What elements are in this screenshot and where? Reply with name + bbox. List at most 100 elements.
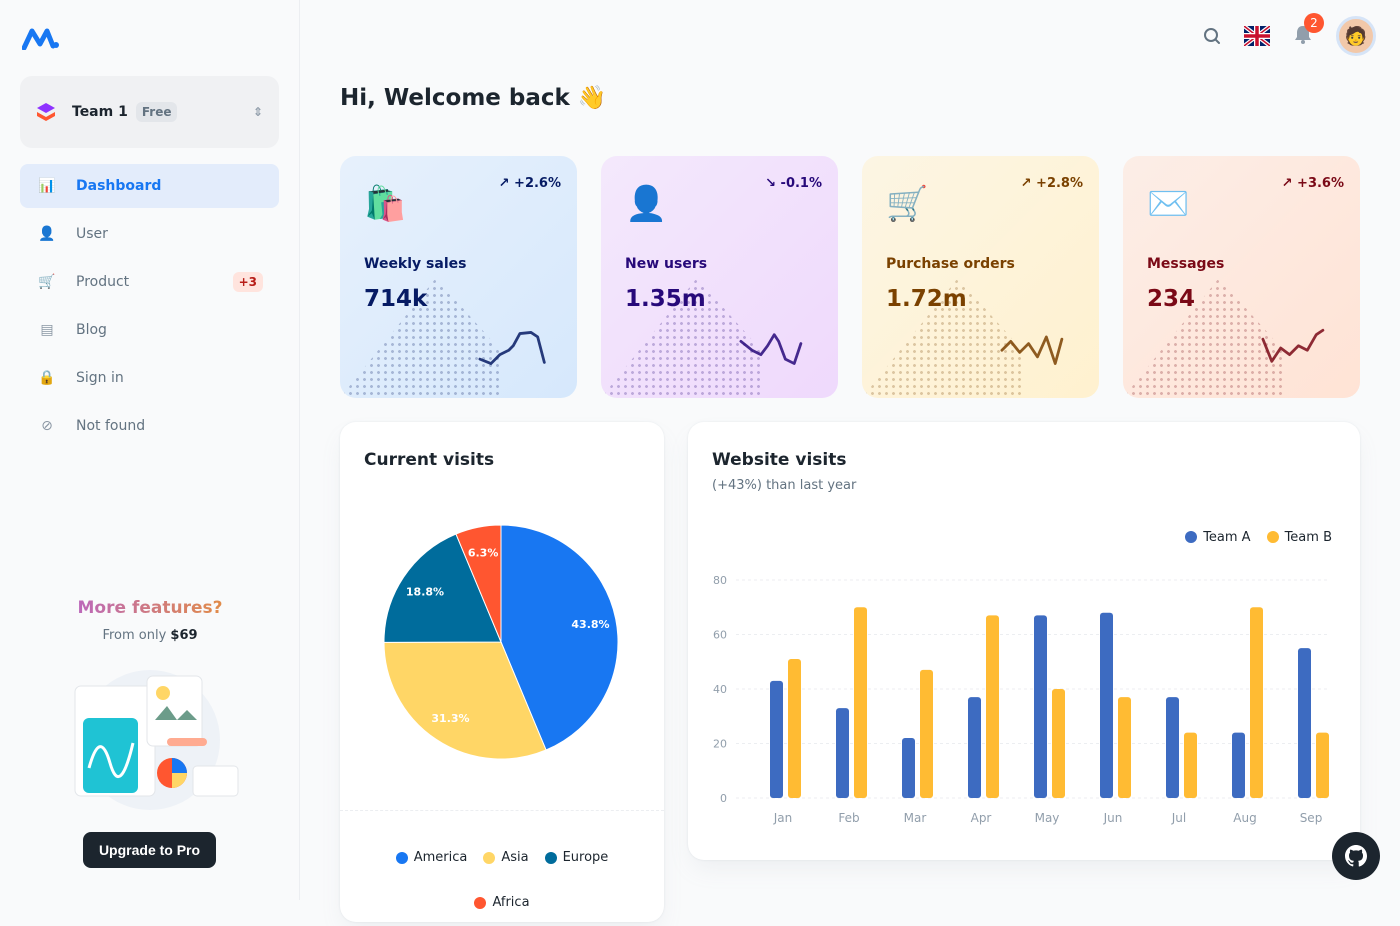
trend-value: +3.6% bbox=[1297, 176, 1344, 191]
stat-label: Messages bbox=[1147, 256, 1225, 272]
bar-team-b-sep[interactable] bbox=[1316, 732, 1329, 798]
message-icon: ✉️ bbox=[1147, 184, 1190, 224]
trending-up-icon: ↗ bbox=[1281, 176, 1293, 191]
legend-item[interactable]: Europe bbox=[544, 836, 608, 880]
lock-icon: 🔒 bbox=[38, 370, 56, 386]
pie-slice-europe[interactable] bbox=[383, 533, 502, 643]
sidebar-item-product[interactable]: 🛒 Product +3 bbox=[20, 260, 279, 304]
sidebar-item-not-found[interactable]: ⊘ Not found bbox=[20, 404, 279, 448]
notifications-button[interactable]: 2 bbox=[1292, 13, 1324, 49]
blog-icon: ▤ bbox=[40, 322, 54, 338]
sidebar-item-sign-in[interactable]: 🔒 Sign in bbox=[20, 356, 279, 400]
pie-data-label: 6.3% bbox=[468, 547, 499, 560]
legend-item[interactable]: Team B bbox=[1266, 529, 1332, 545]
bar-team-b-feb[interactable] bbox=[854, 607, 867, 798]
legend-marker bbox=[474, 897, 487, 909]
current-visits-panel: Current visits 43.8% 31.3% 18.8% 6.3% Ameri… bbox=[340, 422, 664, 922]
pie-chart: 43.8% 31.3% 18.8% 6.3% bbox=[383, 524, 619, 760]
avatar[interactable]: 🧑 bbox=[1336, 16, 1376, 56]
pie-data-label: 31.3% bbox=[431, 712, 469, 725]
nav-label: Product bbox=[76, 274, 130, 290]
plan-badge: Free bbox=[135, 102, 178, 122]
search-icon[interactable] bbox=[1202, 26, 1222, 46]
pie-slice-america[interactable] bbox=[500, 524, 619, 751]
sparkline bbox=[1000, 335, 1064, 365]
sidebar-item-user[interactable]: 👤 User bbox=[20, 212, 279, 256]
bar-team-b-mar[interactable] bbox=[920, 669, 933, 798]
sparkline bbox=[478, 331, 546, 365]
cart-icon: 🛒 bbox=[886, 184, 929, 224]
bar-team-b-jul[interactable] bbox=[1184, 732, 1197, 798]
bar-team-b-aug[interactable] bbox=[1250, 607, 1263, 798]
nav-label: User bbox=[76, 226, 108, 242]
legend-item[interactable]: Asia bbox=[483, 836, 529, 880]
trend: ↘ -0.1% bbox=[765, 176, 822, 191]
x-tick-label: May bbox=[1035, 811, 1060, 825]
logo[interactable] bbox=[21, 28, 60, 54]
bar-team-a-sep[interactable] bbox=[1298, 648, 1311, 798]
notification-count: 2 bbox=[1304, 13, 1324, 33]
pie-legend: America Asia Europe Africa bbox=[360, 836, 644, 926]
pie-data-label: 43.8% bbox=[571, 618, 609, 631]
pie-slice-asia[interactable] bbox=[383, 641, 547, 760]
promo-title: More features? bbox=[0, 598, 300, 618]
product-badge: +3 bbox=[232, 272, 263, 292]
trending-down-icon: ↘ bbox=[765, 176, 777, 191]
nav-label: Sign in bbox=[76, 370, 124, 386]
y-tick-label: 0 bbox=[720, 792, 727, 805]
stat-card: 🛍️ ↗ +2.6% Weekly sales 714k bbox=[340, 156, 577, 398]
stat-value: 234 bbox=[1147, 286, 1196, 312]
bar-team-a-may[interactable] bbox=[1034, 615, 1047, 798]
disabled-icon: ⊘ bbox=[41, 418, 53, 434]
bar-team-a-feb[interactable] bbox=[836, 708, 849, 798]
stat-value: 714k bbox=[364, 286, 428, 312]
users-icon: 👤 bbox=[625, 184, 668, 224]
x-tick-label: Jun bbox=[1103, 811, 1123, 825]
bar-team-a-apr[interactable] bbox=[968, 697, 981, 798]
trend-value: +2.6% bbox=[514, 176, 561, 191]
legend-label: Team B bbox=[1284, 529, 1332, 545]
stat-label: Weekly sales bbox=[364, 256, 467, 272]
github-button[interactable] bbox=[1332, 832, 1380, 880]
bar-team-b-may[interactable] bbox=[1052, 689, 1065, 798]
website-visits-panel: Website visits (+43%) than last year Tea… bbox=[688, 422, 1360, 860]
trend: ↗ +2.8% bbox=[1021, 176, 1083, 191]
bar-team-a-jun[interactable] bbox=[1100, 612, 1113, 798]
legend-item[interactable]: Team A bbox=[1185, 530, 1251, 545]
page-title: Hi, Welcome back 👋 bbox=[340, 85, 607, 111]
bar-team-a-jul[interactable] bbox=[1166, 697, 1179, 798]
team-logo-icon bbox=[37, 103, 55, 121]
sidebar: Team 1 Free ⇕ 📊 Dashboard 👤 User 🛒 Product +… bbox=[0, 0, 300, 900]
promo: More features? From only $69 bbox=[0, 598, 300, 643]
sidebar-item-dashboard[interactable]: 📊 Dashboard bbox=[20, 164, 279, 208]
legend-item[interactable]: Africa bbox=[474, 881, 530, 925]
bar-team-b-jan[interactable] bbox=[788, 659, 801, 798]
x-tick-label: Aug bbox=[1233, 811, 1256, 825]
sidebar-item-blog[interactable]: ▤ Blog bbox=[20, 308, 279, 352]
sparkline bbox=[739, 333, 803, 365]
promo-subtitle: From only bbox=[102, 628, 167, 643]
stat-card: 👤 ↘ -0.1% New users 1.35m bbox=[601, 156, 838, 398]
trending-up-icon: ↗ bbox=[1020, 176, 1032, 191]
trending-up-icon: ↗ bbox=[498, 176, 510, 191]
legend-label: Asia bbox=[501, 850, 529, 865]
bar-team-a-aug[interactable] bbox=[1232, 732, 1245, 798]
bar-team-a-mar[interactable] bbox=[902, 738, 915, 798]
bar-team-b-jun[interactable] bbox=[1118, 697, 1131, 798]
upgrade-button[interactable]: Upgrade to Pro bbox=[83, 832, 216, 868]
promo-illustration bbox=[74, 670, 239, 810]
pie-slice-africa[interactable] bbox=[455, 524, 502, 643]
trend: ↗ +2.6% bbox=[499, 176, 561, 191]
legend-item[interactable]: America bbox=[395, 836, 467, 880]
x-tick-label: Mar bbox=[904, 811, 927, 825]
y-tick-label: 40 bbox=[713, 683, 727, 696]
stat-card: ✉️ ↗ +3.6% Messages 234 bbox=[1123, 156, 1360, 398]
team-switcher[interactable]: Team 1 Free ⇕ bbox=[20, 76, 279, 148]
bar-team-a-jan[interactable] bbox=[770, 680, 783, 798]
sparkline bbox=[1261, 328, 1325, 363]
stat-card: 🛒 ↗ +2.8% Purchase orders 1.72m bbox=[862, 156, 1099, 398]
bar-team-b-apr[interactable] bbox=[986, 615, 999, 798]
uk-flag-icon[interactable] bbox=[1244, 26, 1270, 46]
x-tick-label: Jan bbox=[773, 811, 793, 825]
bar-chart: 0 20 40 60 80 Jan Feb Mar Apr May Jun Jul Aug Sep bbox=[713, 574, 1330, 825]
